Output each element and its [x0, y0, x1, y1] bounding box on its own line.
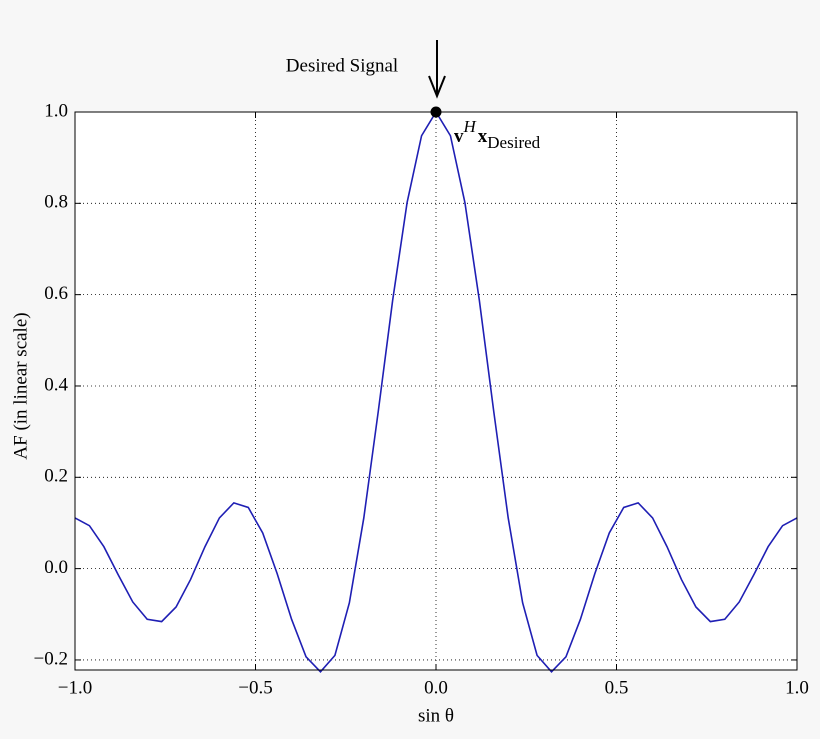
marker-point	[430, 106, 442, 118]
marker-label: vH xDesired	[454, 117, 541, 152]
y-tick-label: 0.0	[44, 557, 68, 578]
marker-label-part: H	[463, 117, 478, 136]
marker-label-part: x	[478, 126, 488, 147]
x-tick-label: −1.0	[58, 677, 92, 698]
y-tick-label: 0.6	[44, 283, 68, 304]
y-tick-label: 0.4	[44, 374, 68, 395]
y-axis-label: AF (in linear scale)	[10, 312, 31, 459]
plot-area	[75, 112, 797, 670]
marker-label-part: v	[454, 126, 464, 147]
y-tick-label: 0.8	[44, 192, 68, 213]
y-tick-label: 0.2	[44, 466, 68, 487]
marker-label-part: Desired	[487, 133, 540, 152]
x-tick-label: 0.5	[605, 677, 629, 698]
x-tick-label: −0.5	[238, 677, 272, 698]
arrow-head	[428, 75, 446, 99]
x-tick-label: 1.0	[785, 677, 809, 698]
y-tick-label: 1.0	[44, 100, 68, 121]
y-tick-label: −0.2	[34, 648, 68, 669]
annotation: Desired Signal	[286, 55, 398, 76]
x-axis-label: sin θ	[418, 705, 454, 726]
x-tick-label: 0.0	[424, 677, 448, 698]
